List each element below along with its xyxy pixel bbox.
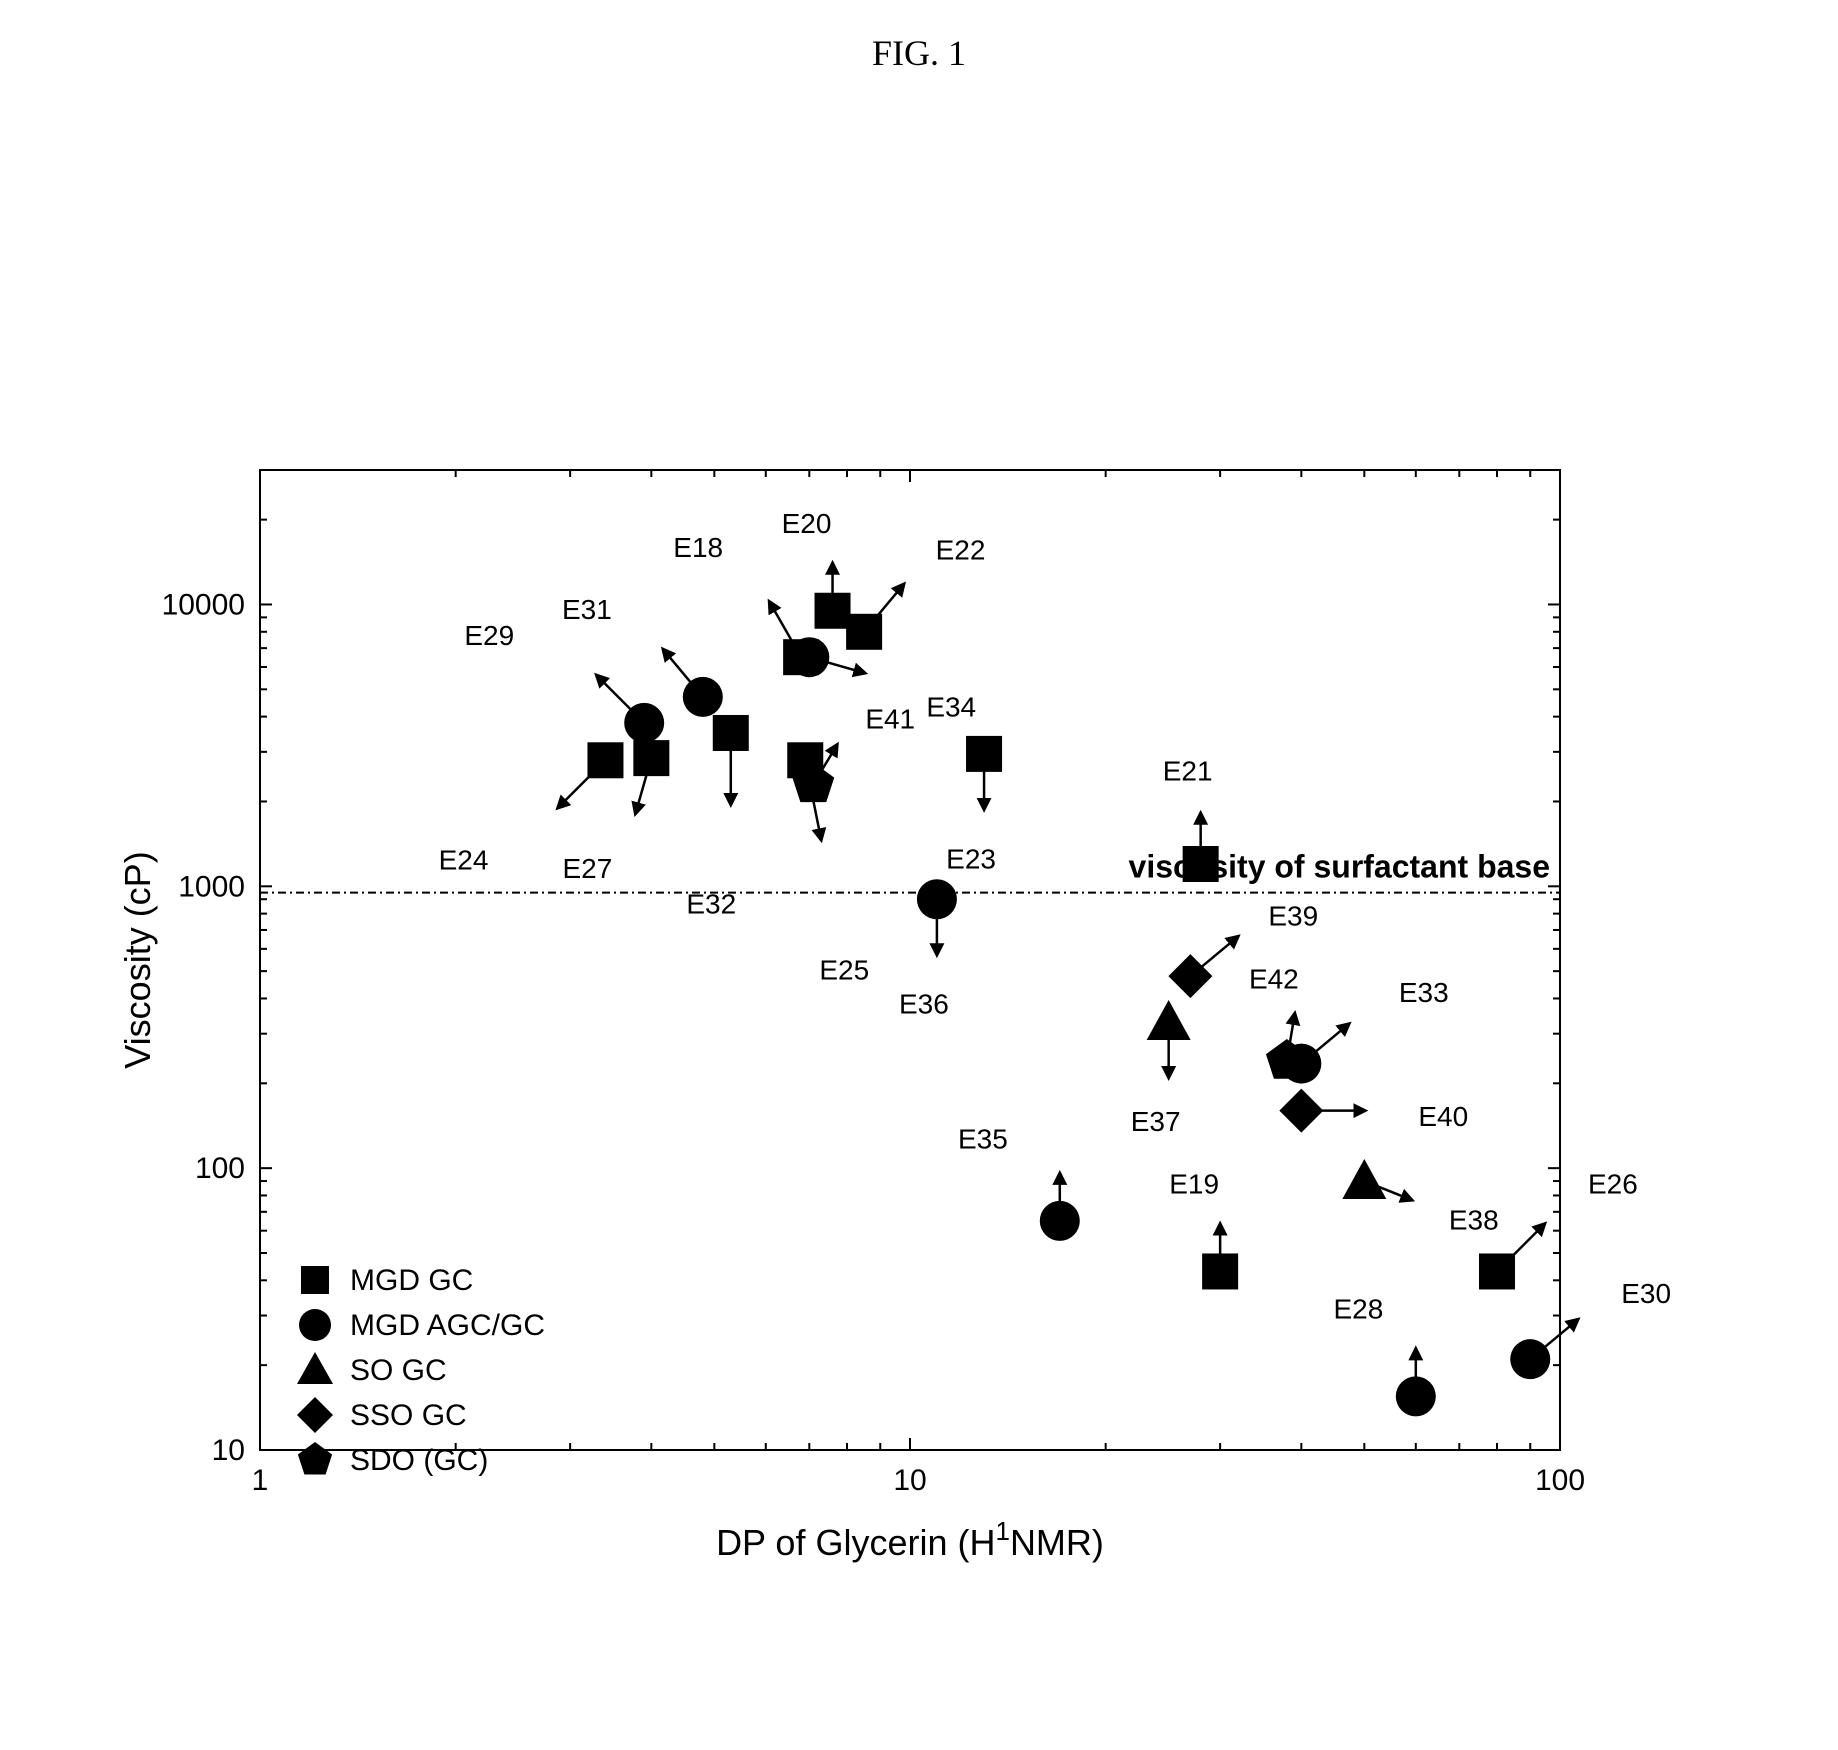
svg-text:Viscosity (cP): Viscosity (cP) xyxy=(117,851,158,1068)
svg-text:E27: E27 xyxy=(563,853,613,884)
svg-text:E22: E22 xyxy=(936,534,986,565)
svg-text:MGD AGC/GC: MGD AGC/GC xyxy=(350,1309,545,1342)
svg-text:E33: E33 xyxy=(1399,977,1449,1008)
svg-text:E26: E26 xyxy=(1588,1168,1638,1199)
svg-text:E31: E31 xyxy=(562,594,612,625)
svg-text:E30: E30 xyxy=(1621,1278,1671,1309)
svg-text:E19: E19 xyxy=(1169,1168,1219,1199)
svg-text:SO GC: SO GC xyxy=(350,1354,447,1387)
svg-text:E42: E42 xyxy=(1249,963,1299,994)
svg-text:E41: E41 xyxy=(865,703,915,734)
svg-text:10: 10 xyxy=(893,1464,926,1497)
svg-text:DP of Glycerin (H1NMR): DP of Glycerin (H1NMR) xyxy=(716,1516,1104,1563)
svg-text:1000: 1000 xyxy=(178,870,245,903)
svg-text:E21: E21 xyxy=(1163,755,1213,786)
figure-title: FIG. 1 xyxy=(0,32,1838,74)
svg-text:E37: E37 xyxy=(1131,1106,1181,1137)
svg-text:E40: E40 xyxy=(1418,1101,1468,1132)
svg-text:10000: 10000 xyxy=(162,588,245,621)
svg-text:MGD GC: MGD GC xyxy=(350,1264,473,1297)
svg-text:E24: E24 xyxy=(439,844,489,875)
svg-text:E25: E25 xyxy=(819,954,869,985)
svg-text:E28: E28 xyxy=(1333,1293,1383,1324)
svg-text:1: 1 xyxy=(252,1464,269,1497)
svg-text:100: 100 xyxy=(1535,1464,1585,1497)
svg-text:E38: E38 xyxy=(1449,1205,1499,1236)
svg-text:SSO GC: SSO GC xyxy=(350,1399,467,1432)
svg-text:E20: E20 xyxy=(782,508,832,539)
svg-text:100: 100 xyxy=(195,1152,245,1185)
scatter-plot: 10100100010000110100Viscosity (cP)DP of … xyxy=(60,270,1838,1750)
svg-text:E39: E39 xyxy=(1268,901,1318,932)
svg-text:E35: E35 xyxy=(958,1123,1008,1154)
svg-text:SDO (GC): SDO (GC) xyxy=(350,1444,488,1477)
svg-text:E36: E36 xyxy=(899,989,949,1020)
svg-text:E32: E32 xyxy=(686,888,736,919)
svg-text:E18: E18 xyxy=(673,532,723,563)
svg-text:E29: E29 xyxy=(464,620,514,651)
svg-text:10: 10 xyxy=(212,1434,245,1467)
svg-text:E34: E34 xyxy=(926,692,976,723)
svg-text:E23: E23 xyxy=(946,843,996,874)
